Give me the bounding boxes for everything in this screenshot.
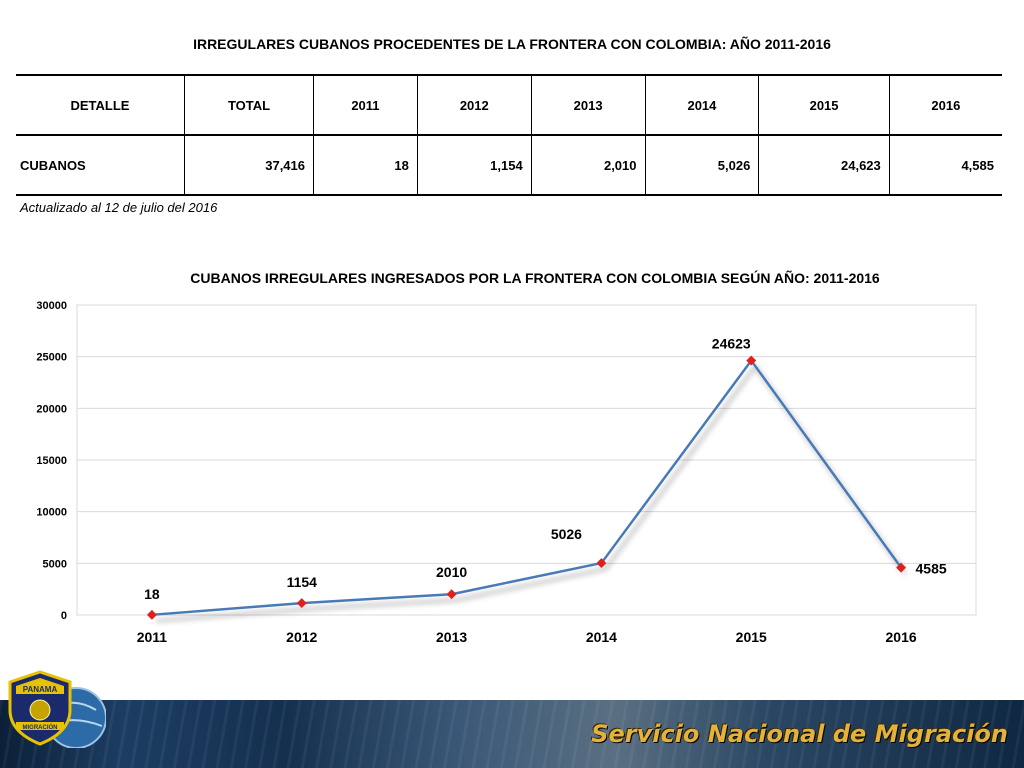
y-tick-label: 5000 bbox=[43, 558, 67, 570]
table-header-row: DETALLE TOTAL 2011 2012 2013 2014 2015 2… bbox=[16, 75, 1002, 135]
table-title: IRREGULARES CUBANOS PROCEDENTES DE LA FR… bbox=[193, 36, 831, 52]
data-label: 4585 bbox=[916, 561, 947, 577]
y-tick-label: 15000 bbox=[36, 455, 67, 467]
data-table: DETALLE TOTAL 2011 2012 2013 2014 2015 2… bbox=[16, 74, 1002, 196]
table-cell-total: 37,416 bbox=[184, 135, 314, 195]
table-row-label: CUBANOS bbox=[20, 157, 86, 173]
data-label: 1154 bbox=[287, 574, 318, 590]
data-point bbox=[446, 589, 457, 600]
update-note: Actualizado al 12 de julio del 2016 bbox=[20, 200, 218, 215]
data-point bbox=[296, 598, 307, 609]
table-cell: 2,010 bbox=[530, 135, 646, 195]
data-point bbox=[896, 562, 907, 573]
logo-bottom-text: MIGRACIÓN bbox=[23, 723, 58, 731]
table-header-cell: 2014 bbox=[644, 75, 759, 135]
table-header-cell: DETALLE bbox=[70, 97, 130, 113]
footer-banner: Servicio Nacional de Migración bbox=[0, 700, 1024, 768]
data-label: 2010 bbox=[436, 564, 467, 580]
footer-title: Servicio Nacional de Migración bbox=[591, 720, 1008, 748]
table-cell: 24,623 bbox=[758, 135, 890, 195]
data-label: 24623 bbox=[712, 336, 751, 352]
table-cell: 4,585 bbox=[888, 135, 1002, 195]
table-cell: 1,154 bbox=[416, 135, 532, 195]
data-label: 18 bbox=[144, 586, 160, 602]
data-label: 5026 bbox=[551, 526, 582, 542]
table-cell: 18 bbox=[313, 135, 418, 195]
series-line bbox=[151, 359, 903, 617]
x-tick-label: 2012 bbox=[286, 629, 317, 645]
data-point bbox=[596, 558, 607, 569]
table-header-cell: 2013 bbox=[530, 75, 646, 135]
chart-title: CUBANOS IRREGULARES INGRESADOS POR LA FR… bbox=[190, 270, 880, 286]
y-tick-label: 30000 bbox=[36, 300, 67, 312]
table-header-cell: 2015 bbox=[758, 75, 890, 135]
x-tick-label: 2015 bbox=[736, 629, 767, 645]
x-tick-label: 2011 bbox=[137, 629, 168, 645]
y-tick-label: 0 bbox=[61, 610, 67, 622]
logo-top-text: PANAMA bbox=[23, 685, 58, 694]
x-tick-label: 2013 bbox=[436, 629, 467, 645]
migration-shield-logo: PANAMA MIGRACIÓN bbox=[8, 670, 106, 748]
table-header-cell: 2011 bbox=[313, 75, 418, 135]
table-cell: 5,026 bbox=[644, 135, 759, 195]
y-tick-label: 25000 bbox=[36, 352, 67, 364]
line-chart: 0 5000 10000 15000 20000 25000 30000 2011 2012 2… bbox=[36, 300, 977, 645]
table-header-cell: 2012 bbox=[416, 75, 532, 135]
data-point bbox=[146, 609, 157, 620]
table-header-cell: TOTAL bbox=[184, 75, 314, 135]
x-tick-label: 2014 bbox=[586, 629, 617, 645]
x-tick-label: 2016 bbox=[886, 629, 917, 645]
y-tick-label: 10000 bbox=[36, 507, 67, 519]
table-row: CUBANOS 37,416 18 1,154 2,010 5,026 24,6… bbox=[16, 135, 1002, 195]
y-tick-label: 20000 bbox=[36, 403, 67, 415]
data-point bbox=[746, 355, 757, 366]
table-header-cell: 2016 bbox=[888, 75, 1002, 135]
